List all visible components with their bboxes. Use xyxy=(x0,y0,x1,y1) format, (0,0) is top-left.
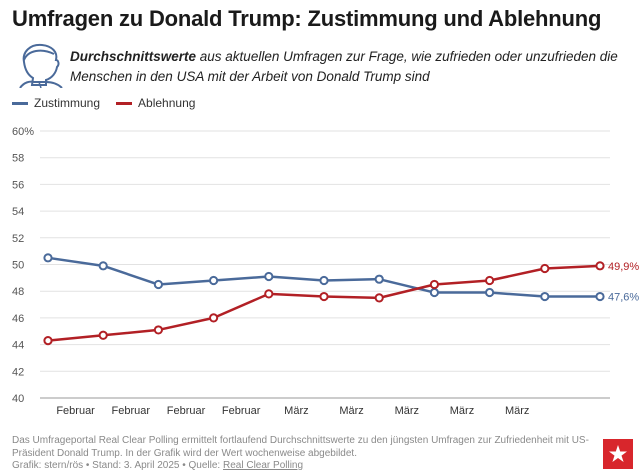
y-tick-label: 42 xyxy=(12,366,24,378)
y-tick-label: 52 xyxy=(12,233,24,245)
y-tick-label: 60% xyxy=(12,126,34,138)
x-tick-label: März xyxy=(505,405,529,417)
y-tick-label: 58 xyxy=(12,153,24,165)
credit-text: Grafik: stern/rös • Stand: 3. April 2025… xyxy=(12,460,223,471)
x-tick-label: Februar xyxy=(112,405,151,417)
chart-subtitle: Durchschnittswerte aus aktuellen Umfrage… xyxy=(70,47,630,87)
legend-label-ablehnung: Ablehnung xyxy=(138,96,196,110)
x-tick-label: Februar xyxy=(167,405,206,417)
data-point xyxy=(540,263,550,274)
data-point xyxy=(43,335,53,346)
y-tick-label: 54 xyxy=(12,206,24,218)
footer-credit: Grafik: stern/rös • Stand: 3. April 2025… xyxy=(12,460,303,471)
trump-portrait-icon xyxy=(19,43,63,88)
x-tick-label: März xyxy=(450,405,474,417)
y-tick-label: 56 xyxy=(12,179,24,191)
x-tick-label: März xyxy=(339,405,363,417)
data-point xyxy=(98,330,108,340)
legend-item-ablehnung: Ablehnung xyxy=(116,96,195,110)
y-tick-label: 46 xyxy=(12,313,24,325)
subtitle-bold: Durchschnittswerte xyxy=(70,49,197,64)
legend-label-zustimmung: Zustimmung xyxy=(34,96,101,110)
end-value-label: 49,9% xyxy=(608,261,639,273)
y-tick-label: 50 xyxy=(12,260,24,272)
end-value-label: 47,6% xyxy=(608,292,639,304)
y-tick-label: 44 xyxy=(12,340,24,352)
data-point xyxy=(209,275,219,286)
x-tick-label: Februar xyxy=(222,405,261,417)
x-tick-label: März xyxy=(395,405,419,417)
data-point xyxy=(319,275,329,286)
data-point xyxy=(209,313,219,323)
data-point xyxy=(264,271,274,282)
source-link[interactable]: Real Clear Polling xyxy=(223,460,304,471)
data-point xyxy=(485,275,495,286)
data-point xyxy=(595,261,605,271)
subtitle-text: aus aktuellen Umfragen zur Frage, wie zu… xyxy=(70,49,618,84)
chart-title: Umfragen zu Donald Trump: Zustimmung und… xyxy=(12,6,602,31)
chart-legend: Zustimmung Ablehnung xyxy=(12,96,195,110)
data-point xyxy=(98,261,108,271)
legend-swatch-ablehnung xyxy=(116,101,133,105)
x-tick-label: März xyxy=(284,405,308,417)
data-point xyxy=(540,291,550,302)
data-point xyxy=(429,279,439,290)
data-point xyxy=(264,289,274,299)
data-point xyxy=(485,287,495,298)
y-tick-label: 48 xyxy=(12,286,24,298)
data-point xyxy=(319,291,329,302)
data-point xyxy=(374,274,384,284)
footer-note: Das Umfrageportal Real Clear Polling erm… xyxy=(12,435,589,459)
data-point xyxy=(43,253,53,263)
x-tick-label: Februar xyxy=(56,405,95,417)
data-point xyxy=(374,293,384,303)
data-point xyxy=(429,287,439,298)
data-point xyxy=(153,279,163,290)
legend-item-zustimmung: Zustimmung xyxy=(12,96,100,110)
data-point xyxy=(153,325,163,335)
y-tick-label: 40 xyxy=(12,393,24,405)
data-point xyxy=(595,291,605,302)
stern-logo-icon xyxy=(603,439,633,469)
legend-swatch-zustimmung xyxy=(12,101,28,105)
